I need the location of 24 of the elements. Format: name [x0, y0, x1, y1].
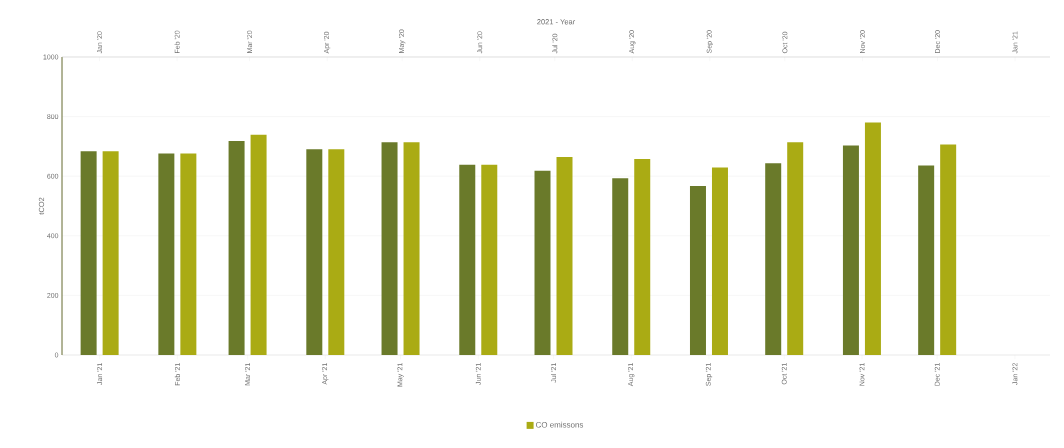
bar: [634, 158, 651, 355]
bar: [102, 151, 119, 355]
bar: [612, 178, 629, 355]
bar: [158, 153, 175, 355]
bar: [80, 151, 97, 355]
bar: [403, 142, 420, 355]
bar: [481, 164, 498, 355]
bar: [711, 167, 728, 355]
bar: [328, 149, 345, 355]
bar: [842, 145, 859, 355]
bar: [765, 163, 782, 355]
bar: [250, 134, 267, 355]
bar: [459, 164, 476, 355]
bar: [534, 170, 551, 355]
bar: [556, 157, 573, 355]
bar: [306, 149, 323, 355]
bar: [228, 141, 245, 355]
bar: [787, 142, 804, 355]
bar: [918, 165, 935, 355]
bar: [180, 153, 197, 355]
bar: [940, 144, 957, 355]
bar: [381, 142, 398, 355]
bar: [864, 122, 881, 355]
bar: [689, 186, 706, 355]
